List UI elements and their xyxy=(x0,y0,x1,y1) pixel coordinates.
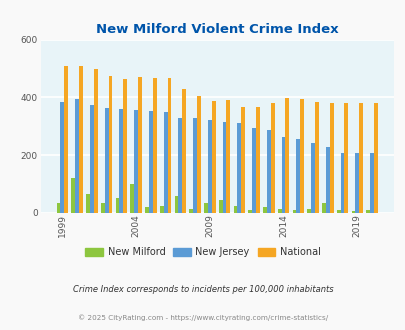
Bar xyxy=(285,98,289,213)
Bar xyxy=(196,96,200,213)
Bar xyxy=(266,130,270,213)
Bar xyxy=(226,100,230,213)
Bar xyxy=(138,77,141,213)
Title: New Milford Violent Crime Index: New Milford Violent Crime Index xyxy=(96,23,338,36)
Legend: New Milford, New Jersey, National: New Milford, New Jersey, National xyxy=(81,243,324,261)
Bar xyxy=(57,203,60,213)
Bar xyxy=(336,210,340,213)
Bar xyxy=(71,178,75,213)
Bar xyxy=(343,103,347,213)
Bar xyxy=(369,152,373,213)
Bar xyxy=(123,79,127,213)
Bar xyxy=(354,152,358,213)
Bar xyxy=(207,120,211,213)
Bar xyxy=(64,66,68,213)
Bar xyxy=(281,137,285,213)
Bar xyxy=(130,184,134,213)
Bar xyxy=(325,147,329,213)
Bar xyxy=(115,198,119,213)
Bar xyxy=(310,143,314,213)
Bar xyxy=(321,203,325,213)
Bar xyxy=(167,78,171,213)
Bar xyxy=(262,207,266,213)
Bar xyxy=(160,206,163,213)
Bar xyxy=(145,207,149,213)
Bar xyxy=(296,139,299,213)
Bar xyxy=(314,102,318,213)
Bar xyxy=(90,105,94,213)
Bar xyxy=(163,112,167,213)
Bar xyxy=(358,103,362,213)
Bar xyxy=(329,103,333,213)
Text: © 2025 CityRating.com - https://www.cityrating.com/crime-statistics/: © 2025 CityRating.com - https://www.city… xyxy=(78,314,327,321)
Bar xyxy=(299,99,303,213)
Bar xyxy=(241,108,245,213)
Bar xyxy=(152,78,156,213)
Bar xyxy=(211,101,215,213)
Bar xyxy=(204,203,207,213)
Bar xyxy=(178,118,182,213)
Bar xyxy=(104,108,108,213)
Bar xyxy=(270,103,274,213)
Text: Crime Index corresponds to incidents per 100,000 inhabitants: Crime Index corresponds to incidents per… xyxy=(72,285,333,294)
Bar xyxy=(237,123,241,213)
Bar xyxy=(100,203,104,213)
Bar xyxy=(119,109,123,213)
Bar xyxy=(182,89,185,213)
Bar xyxy=(75,99,79,213)
Bar xyxy=(86,194,90,213)
Bar xyxy=(189,209,193,213)
Bar xyxy=(292,210,296,213)
Bar xyxy=(233,206,237,213)
Bar xyxy=(134,110,138,213)
Bar xyxy=(277,209,281,213)
Bar xyxy=(108,76,112,213)
Bar xyxy=(365,210,369,213)
Bar xyxy=(351,212,354,213)
Bar xyxy=(218,200,222,213)
Bar xyxy=(248,210,252,213)
Bar xyxy=(149,111,152,213)
Bar xyxy=(94,69,97,213)
Bar xyxy=(340,152,343,213)
Bar xyxy=(60,102,64,213)
Bar xyxy=(252,128,256,213)
Bar xyxy=(307,209,310,213)
Bar xyxy=(222,122,226,213)
Bar xyxy=(79,66,83,213)
Bar xyxy=(174,195,178,213)
Bar xyxy=(373,103,377,213)
Bar xyxy=(193,118,196,213)
Bar xyxy=(256,107,259,213)
